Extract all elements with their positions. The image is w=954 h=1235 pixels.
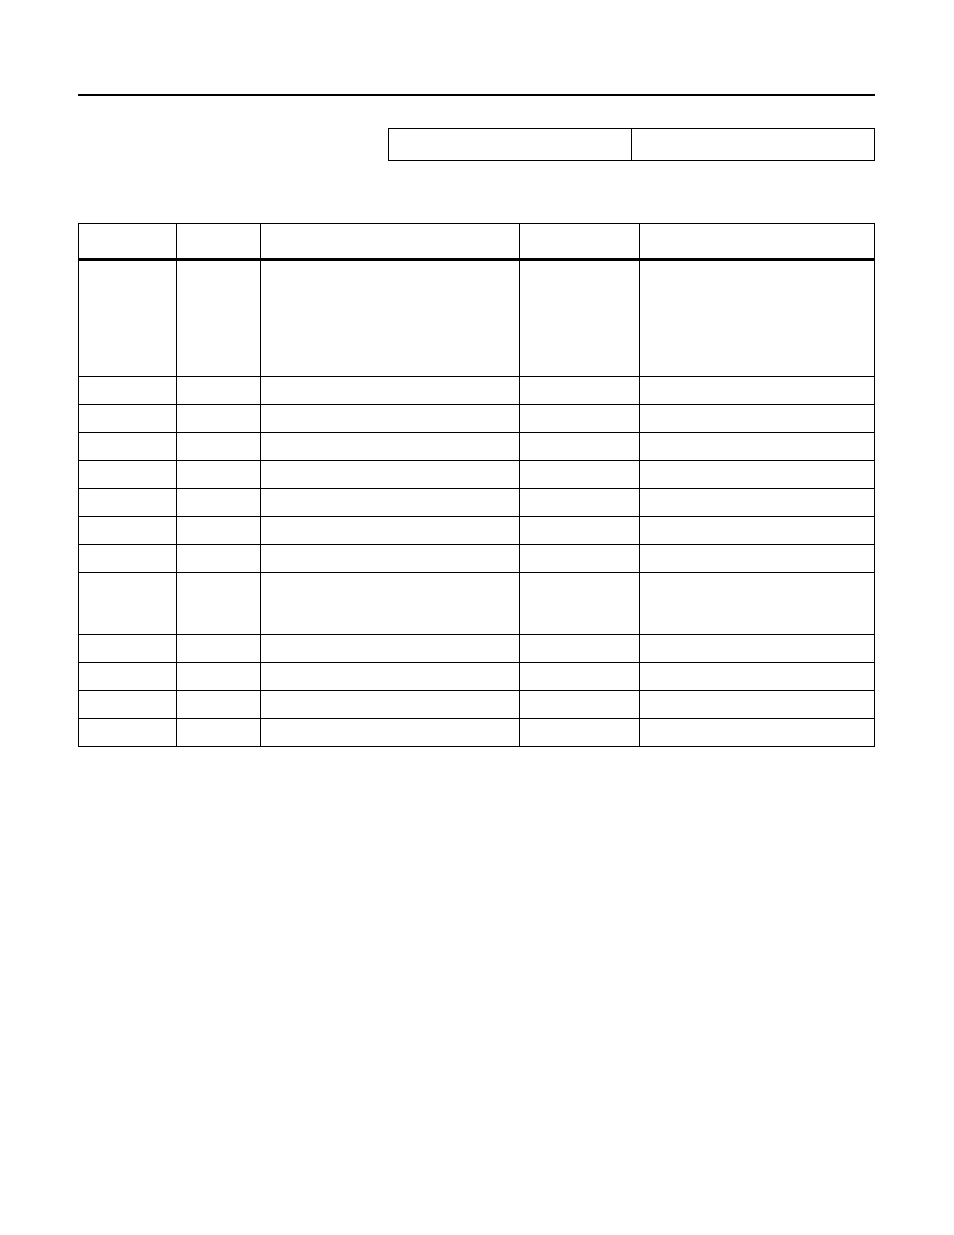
cell — [79, 545, 177, 572]
cell — [520, 719, 640, 746]
cell — [261, 461, 520, 488]
main-table — [78, 223, 875, 747]
page — [0, 0, 954, 1235]
cell — [640, 635, 874, 662]
cell — [640, 377, 874, 404]
cell — [177, 691, 261, 718]
table-row — [79, 634, 874, 662]
cell — [520, 433, 640, 460]
cell — [640, 517, 874, 544]
cell — [640, 433, 874, 460]
cell — [261, 377, 520, 404]
cell — [261, 719, 520, 746]
col-header-4 — [520, 224, 640, 258]
cell — [261, 405, 520, 432]
cell — [520, 261, 640, 376]
cell — [640, 663, 874, 690]
cell — [177, 545, 261, 572]
cell — [520, 573, 640, 634]
cell — [79, 377, 177, 404]
cell — [261, 691, 520, 718]
cell — [640, 691, 874, 718]
table-header-row — [79, 224, 874, 260]
cell — [520, 545, 640, 572]
table-row — [79, 572, 874, 634]
cell — [79, 691, 177, 718]
cell — [177, 719, 261, 746]
cell — [177, 433, 261, 460]
col-header-1 — [79, 224, 177, 258]
cell — [261, 433, 520, 460]
cell — [261, 489, 520, 516]
table-row — [79, 544, 874, 572]
cell — [79, 517, 177, 544]
cell — [177, 261, 261, 376]
header-divider — [78, 94, 875, 96]
table-row — [79, 376, 874, 404]
table-row — [79, 662, 874, 690]
cell — [640, 261, 874, 376]
cell — [79, 573, 177, 634]
cell — [261, 545, 520, 572]
cell — [79, 433, 177, 460]
cell — [520, 405, 640, 432]
cell — [177, 663, 261, 690]
cell — [79, 489, 177, 516]
meta-box — [388, 128, 875, 161]
cell — [520, 635, 640, 662]
cell — [520, 377, 640, 404]
cell — [520, 517, 640, 544]
table-row — [79, 516, 874, 544]
cell — [261, 573, 520, 634]
cell — [640, 405, 874, 432]
cell — [261, 635, 520, 662]
cell — [79, 719, 177, 746]
cell — [640, 573, 874, 634]
table-row — [79, 718, 874, 746]
cell — [520, 663, 640, 690]
cell — [261, 261, 520, 376]
cell — [640, 545, 874, 572]
cell — [261, 517, 520, 544]
table-row — [79, 488, 874, 516]
meta-cell-left — [389, 129, 632, 160]
cell — [640, 461, 874, 488]
cell — [177, 405, 261, 432]
cell — [177, 635, 261, 662]
cell — [177, 489, 261, 516]
cell — [520, 691, 640, 718]
cell — [79, 635, 177, 662]
cell — [177, 461, 261, 488]
cell — [520, 489, 640, 516]
col-header-5 — [640, 224, 874, 258]
cell — [261, 663, 520, 690]
cell — [177, 517, 261, 544]
table-row — [79, 260, 874, 376]
table-row — [79, 432, 874, 460]
table-row — [79, 460, 874, 488]
cell — [640, 489, 874, 516]
table-row — [79, 690, 874, 718]
cell — [79, 461, 177, 488]
col-header-3 — [261, 224, 520, 258]
cell — [640, 719, 874, 746]
cell — [520, 461, 640, 488]
cell — [79, 261, 177, 376]
cell — [79, 663, 177, 690]
table-row — [79, 404, 874, 432]
cell — [79, 405, 177, 432]
meta-cell-right — [632, 129, 874, 160]
cell — [177, 377, 261, 404]
col-header-2 — [177, 224, 261, 258]
cell — [177, 573, 261, 634]
